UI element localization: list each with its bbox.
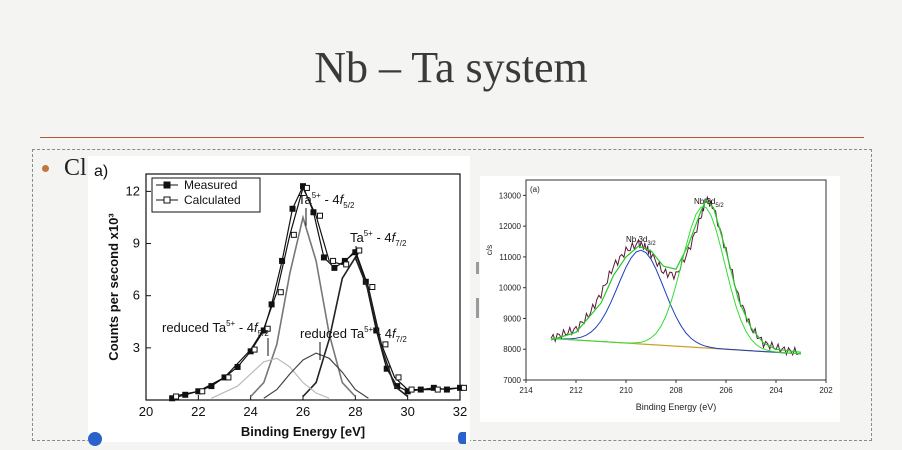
xps-chart-nb: (a) 214 212 210 208 206 204 202 7000 8000 9000 1000… <box>485 179 833 412</box>
x-axis-label: Binding Energy [eV] <box>241 424 365 439</box>
selection-handle-icon[interactable] <box>88 432 102 446</box>
x-tick-label: 26 <box>296 404 310 419</box>
series-line-2 <box>550 198 802 353</box>
data-point <box>382 341 389 348</box>
xps-figure-left[interactable]: 20 22 24 26 28 30 32 3 6 9 12 Binding Energy [eV] Co… <box>88 156 470 442</box>
data-point <box>279 257 286 264</box>
panel-label: (a) <box>530 185 540 194</box>
xps-chart-ta: 20 22 24 26 28 30 32 3 6 9 12 Binding Energy [eV] Co… <box>94 163 467 439</box>
series-line-6 <box>263 352 369 399</box>
y-axis-label: Counts per second x10³ <box>106 213 121 361</box>
selection-handle-icon[interactable] <box>458 432 466 444</box>
resize-handle[interactable] <box>476 298 479 318</box>
x-tick-label: 28 <box>348 404 362 419</box>
y-axis-label: c/s <box>485 245 494 255</box>
y-tick-label: 9000 <box>503 314 521 323</box>
data-point <box>289 205 296 212</box>
x-tick-label: 20 <box>139 404 153 419</box>
data-point <box>303 184 310 191</box>
x-tick-label: 214 <box>519 386 533 395</box>
series-line-1 <box>550 195 800 357</box>
data-point <box>199 388 206 395</box>
legend-marker <box>163 196 171 204</box>
y-tick-label: 3 <box>133 340 140 355</box>
data-point <box>408 386 415 393</box>
x-tick-label: 202 <box>819 386 833 395</box>
y-tick-label: 7000 <box>503 376 521 385</box>
data-point <box>460 384 467 391</box>
component-nb-3d3-2 <box>550 249 802 355</box>
annotation-ta-5-2: Ta5+ - 4f5/2 <box>298 191 355 210</box>
x-tick-label: 208 <box>669 386 683 395</box>
xps-figure-right[interactable]: (a) 214 212 210 208 206 204 202 7000 8000 9000 1000… <box>480 176 840 422</box>
data-point <box>369 284 376 290</box>
x-tick-label: 32 <box>453 404 467 419</box>
legend-entry: Calculated <box>184 193 241 207</box>
series-line-2 <box>172 186 461 398</box>
legend-entry: Measured <box>184 178 237 192</box>
data-point <box>317 212 324 219</box>
x-tick-label: 30 <box>400 404 414 419</box>
data-point <box>173 393 180 400</box>
series-line-4 <box>302 255 409 398</box>
annotation-nb-3d3-2: Nb 3d3/2 <box>626 235 656 247</box>
data-point <box>443 386 450 393</box>
annotation-ta-7-2: Ta5+ - 4f7/2 <box>350 229 407 248</box>
y-tick-label: 13000 <box>499 191 522 200</box>
y-tick-label: 12 <box>126 183 140 198</box>
data-point <box>277 289 284 296</box>
data-point <box>356 247 363 254</box>
x-tick-label: 212 <box>569 386 583 395</box>
data-point <box>290 231 297 238</box>
slide-title: Nb – Ta system <box>314 43 588 92</box>
x-tick-label: 24 <box>243 404 257 419</box>
annotation-nb-3d5-2: Nb 3d5/2 <box>694 197 724 209</box>
data-point <box>251 346 258 353</box>
legend-marker <box>163 181 171 189</box>
bullet-icon <box>42 165 49 172</box>
resize-handle[interactable] <box>476 262 479 274</box>
series-line-5 <box>211 357 330 399</box>
annotation-reduced-5-2: reduced Ta5+ - 4f5/2 <box>162 319 269 338</box>
data-point <box>331 264 338 271</box>
x-tick-label: 210 <box>619 386 633 395</box>
x-tick-label: 22 <box>191 404 205 419</box>
data-point <box>343 261 350 268</box>
bullet-text[interactable]: Cl <box>64 155 87 181</box>
series-line-3 <box>250 214 356 398</box>
annotation-reduced-7-2: reduced Ta5+ - 4f7/2 <box>300 325 407 344</box>
y-tick-label: 12000 <box>499 222 522 231</box>
data-point <box>395 374 402 381</box>
title-divider <box>40 137 864 138</box>
data-point <box>434 386 441 393</box>
x-axis-label: Binding Energy (eV) <box>636 402 717 412</box>
data-point <box>225 374 232 381</box>
data-point <box>330 257 337 264</box>
x-tick-label: 204 <box>769 386 783 395</box>
y-tick-label: 6 <box>133 288 140 303</box>
y-tick-label: 9 <box>133 236 140 251</box>
y-tick-label: 10000 <box>499 284 522 293</box>
panel-label: a) <box>94 163 108 180</box>
y-tick-label: 11000 <box>499 253 521 262</box>
x-tick-label: 206 <box>719 386 733 395</box>
data-point <box>320 254 327 261</box>
component-nb-3d5-2 <box>550 206 802 355</box>
y-tick-label: 8000 <box>503 345 521 354</box>
series-line-1 <box>172 184 461 399</box>
data-point <box>264 325 271 332</box>
